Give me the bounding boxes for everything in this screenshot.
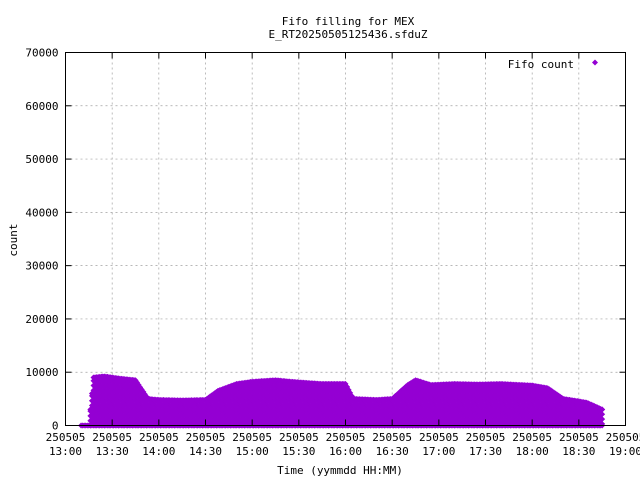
x-tick-label-date: 250505 (466, 431, 506, 444)
x-tick-label-time: 15:30 (282, 445, 315, 458)
data-point (123, 382, 130, 389)
x-tick-label-date: 250505 (186, 431, 226, 444)
data-point (123, 416, 130, 423)
chart-subtitle: E_RT20250505125436.sfduZ (269, 28, 428, 41)
legend-label: Fifo count (508, 58, 574, 71)
y-tick-label: 50000 (25, 153, 58, 166)
x-tick-label-date: 250505 (232, 431, 272, 444)
data-point (123, 387, 130, 394)
y-axis-label: count (7, 223, 20, 256)
x-tick-label-date: 250505 (139, 431, 179, 444)
x-tick-label-time: 15:00 (236, 445, 269, 458)
y-tick-label: 60000 (25, 100, 58, 113)
x-tick-label-date: 250505 (326, 431, 366, 444)
y-tick-label: 70000 (25, 47, 58, 60)
data-point (123, 392, 130, 399)
x-tick-label-time: 19:00 (609, 445, 640, 458)
x-tick-label-time: 13:30 (96, 445, 129, 458)
y-tick-label: 20000 (25, 313, 58, 326)
x-tick-label-date: 250505 (92, 431, 132, 444)
legend-marker-diamond (592, 59, 598, 66)
axis-ticks: 25050513:0025050513:3025050514:002505051… (25, 47, 640, 459)
x-tick-label-date: 250505 (419, 431, 459, 444)
x-axis-label: Time (yymmdd HH:MM) (277, 464, 403, 477)
y-tick-label: 0 (52, 420, 59, 433)
chart-title: Fifo filling for MEX (282, 15, 415, 28)
x-tick-label-time: 17:00 (422, 445, 455, 458)
x-tick-label-time: 16:30 (376, 445, 409, 458)
x-tick-label-time: 14:00 (142, 445, 175, 458)
y-tick-label: 30000 (25, 260, 58, 273)
y-tick-label: 10000 (25, 366, 58, 379)
x-tick-label-time: 18:00 (516, 445, 549, 458)
x-tick-label-date: 250505 (512, 431, 552, 444)
y-tick-label: 40000 (25, 206, 58, 219)
x-tick-label-date: 250505 (559, 431, 599, 444)
x-tick-label-time: 18:30 (562, 445, 595, 458)
x-tick-label-time: 14:30 (189, 445, 222, 458)
data-point (123, 411, 130, 418)
x-tick-label-date: 250505 (372, 431, 412, 444)
x-tick-label-time: 17:30 (469, 445, 502, 458)
data-point (123, 396, 130, 403)
x-tick-label-date: 250505 (606, 431, 640, 444)
data-point (599, 406, 606, 413)
data-point (599, 416, 606, 423)
grid-lines (65, 52, 626, 426)
legend: Fifo count (508, 58, 598, 71)
x-tick-label-time: 13:00 (49, 445, 82, 458)
x-tick-label-date: 250505 (279, 431, 319, 444)
x-tick-label-date: 250505 (46, 431, 86, 444)
x-tick-label-time: 16:00 (329, 445, 362, 458)
data-point (123, 401, 130, 408)
data-point (123, 406, 130, 413)
data-point (599, 411, 606, 418)
